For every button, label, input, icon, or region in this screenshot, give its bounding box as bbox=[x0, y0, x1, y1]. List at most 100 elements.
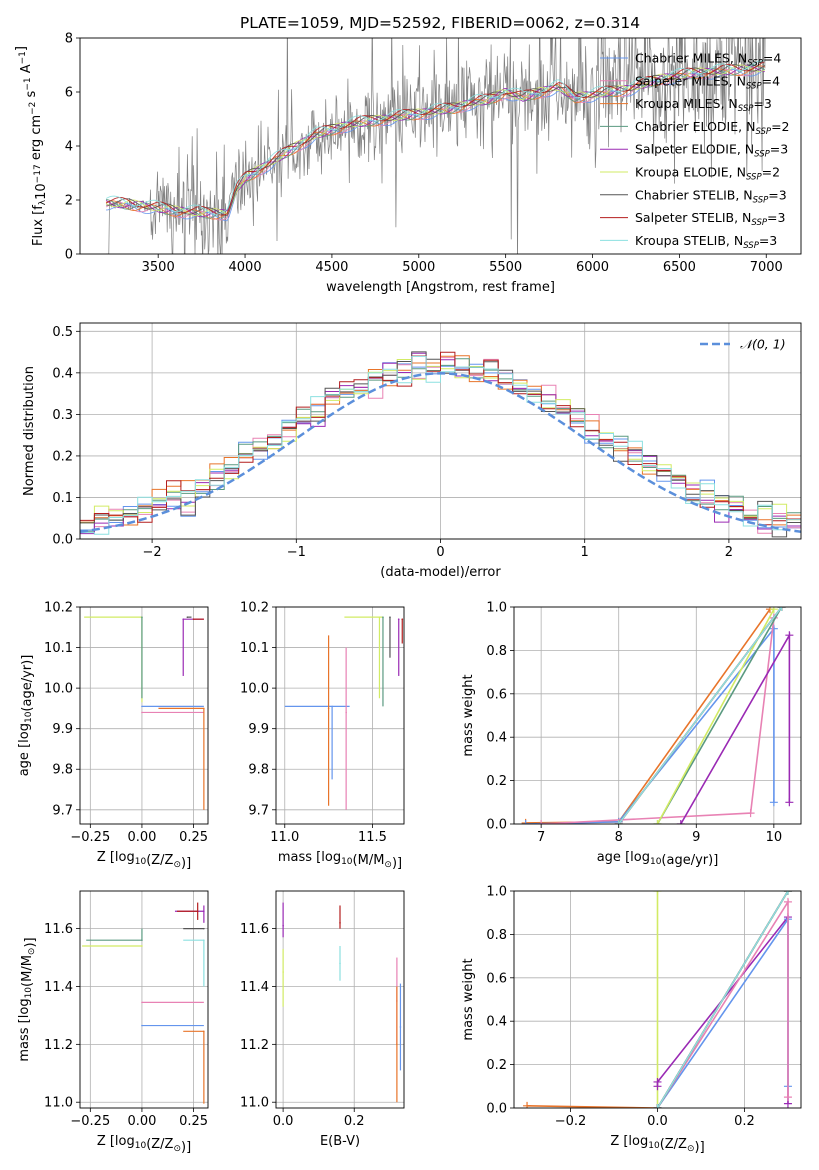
data-point bbox=[141, 945, 143, 947]
y-tick-label: 0.8 bbox=[486, 928, 507, 943]
data-point bbox=[401, 618, 404, 620]
plus-marker bbox=[785, 798, 794, 807]
x-axis-label: wavelength [Angstrom, rest frame] bbox=[326, 280, 555, 295]
plot-area bbox=[521, 607, 794, 824]
plot-area bbox=[105, 38, 766, 254]
x-tick-label: 0.2 bbox=[344, 1114, 365, 1129]
data-point bbox=[399, 1026, 402, 1028]
y-tick-label: 0.1 bbox=[52, 491, 73, 506]
axes-frame bbox=[275, 890, 405, 1109]
y-axis-label: mass weight bbox=[461, 958, 476, 1040]
y-tick-label: 0.0 bbox=[486, 818, 507, 833]
legend-label: Chabrier STELIB, NSSP=3 bbox=[635, 187, 787, 205]
weight-line bbox=[656, 607, 783, 824]
data-point bbox=[327, 707, 330, 710]
y-tick-label: 1.0 bbox=[486, 885, 507, 900]
plus-marker bbox=[746, 809, 755, 818]
y-tick-label: 10.0 bbox=[44, 682, 73, 697]
x-tick-label: 7 bbox=[537, 830, 545, 845]
plus-marker bbox=[783, 1093, 792, 1102]
gaussian-curve bbox=[80, 372, 801, 533]
axes-frame bbox=[513, 606, 802, 825]
x-tick-label: 0.00 bbox=[127, 1114, 156, 1129]
legend-label: Chabrier ELODIE, NSSP=2 bbox=[635, 119, 790, 137]
plus-marker bbox=[653, 1077, 662, 1086]
y-tick-label: 2 bbox=[65, 194, 73, 209]
x-tick-label: 2 bbox=[725, 545, 733, 560]
x-tick-label: −0.25 bbox=[70, 830, 110, 845]
x-tick-label: 6000 bbox=[576, 260, 609, 275]
data-point bbox=[141, 705, 143, 708]
x-tick-label: 4000 bbox=[229, 260, 262, 275]
x-axis-label: Z [log10(Z/Z⊙)] bbox=[97, 850, 191, 871]
y-axis-label: Normed distribution bbox=[22, 366, 37, 496]
x-tick-label: 0.25 bbox=[179, 830, 208, 845]
model-line bbox=[105, 65, 766, 220]
x-tick-label: 0 bbox=[436, 545, 444, 560]
legend-label: 𝒩(0, 1) bbox=[740, 337, 786, 352]
plot-area bbox=[80, 351, 801, 538]
weight-line bbox=[656, 608, 775, 824]
y-tick-label: 0.2 bbox=[486, 1058, 507, 1073]
x-tick-label: −1 bbox=[287, 545, 306, 560]
legend-label: Salpeter STELIB, NSSP=3 bbox=[635, 210, 785, 228]
y-tick-label: 0.0 bbox=[486, 1102, 507, 1117]
plus-marker bbox=[783, 897, 792, 906]
y-tick-label: 9.7 bbox=[52, 803, 73, 818]
y-tick-label: 9.8 bbox=[248, 763, 269, 778]
data-point bbox=[378, 616, 381, 618]
x-axis-label: Z [log10(Z/Z⊙)] bbox=[97, 1134, 191, 1155]
legend-label: Salpeter ELODIE, NSSP=3 bbox=[635, 142, 788, 160]
y-tick-label: 11.2 bbox=[240, 1038, 269, 1053]
data-point bbox=[141, 1024, 143, 1027]
model-line bbox=[106, 65, 766, 219]
data-point bbox=[331, 705, 333, 708]
weight-line bbox=[618, 607, 783, 824]
model-line bbox=[105, 64, 766, 216]
data-point bbox=[203, 910, 205, 913]
plus-marker bbox=[785, 631, 794, 640]
y-tick-label: 11.0 bbox=[240, 1096, 269, 1111]
plot-area bbox=[84, 616, 205, 810]
x-tick-label: 0.25 bbox=[179, 1114, 208, 1129]
y-tick-label: 11.4 bbox=[44, 980, 73, 995]
plus-marker bbox=[653, 891, 662, 895]
axes-age-vs-mass: 11.0 11.5 9.7 9.8 9.9 10.0 10.1 10.2 mass [log10… bbox=[240, 601, 405, 871]
axes-frame bbox=[275, 606, 405, 825]
data-point bbox=[339, 922, 341, 924]
model-line bbox=[105, 61, 766, 216]
y-tick-label: 0.8 bbox=[486, 644, 507, 659]
data-point bbox=[186, 616, 189, 618]
data-point bbox=[196, 910, 199, 913]
legend-label: Kroupa MILES, NSSP=3 bbox=[635, 96, 772, 114]
plus-marker bbox=[783, 891, 792, 895]
data-point bbox=[141, 1001, 143, 1004]
y-axis-label: mass weight bbox=[461, 674, 476, 756]
x-tick-label: 9 bbox=[692, 830, 700, 845]
plot-area bbox=[284, 616, 404, 810]
data-point bbox=[345, 711, 347, 714]
x-tick-label: −2 bbox=[143, 545, 162, 560]
y-tick-label: 0.4 bbox=[486, 1015, 507, 1030]
axes-mass-vs-EBV: 0.0 0.2 11.0 11.2 11.4 11.6 E(B-V) bbox=[240, 890, 405, 1149]
data-point bbox=[282, 924, 284, 927]
plus-marker bbox=[769, 624, 778, 633]
data-point bbox=[339, 962, 341, 965]
y-tick-label: 0.2 bbox=[486, 774, 507, 789]
x-tick-label: 0.0 bbox=[647, 1114, 668, 1129]
y-tick-label: 1.0 bbox=[486, 601, 507, 616]
legend-label: Chabrier MILES, NSSP=4 bbox=[635, 51, 781, 69]
data-point bbox=[141, 711, 143, 714]
plus-marker bbox=[653, 1104, 662, 1108]
y-tick-label: 0.4 bbox=[52, 366, 73, 381]
plot-area bbox=[282, 902, 402, 1103]
x-axis-label: E(B-V) bbox=[320, 1134, 360, 1149]
histogram-steps bbox=[80, 351, 801, 526]
y-tick-label: 11.6 bbox=[44, 922, 73, 937]
x-tick-label: 0.0 bbox=[273, 1114, 294, 1129]
data-point bbox=[203, 707, 205, 710]
plot-area bbox=[523, 891, 792, 1108]
data-point bbox=[203, 1030, 205, 1033]
